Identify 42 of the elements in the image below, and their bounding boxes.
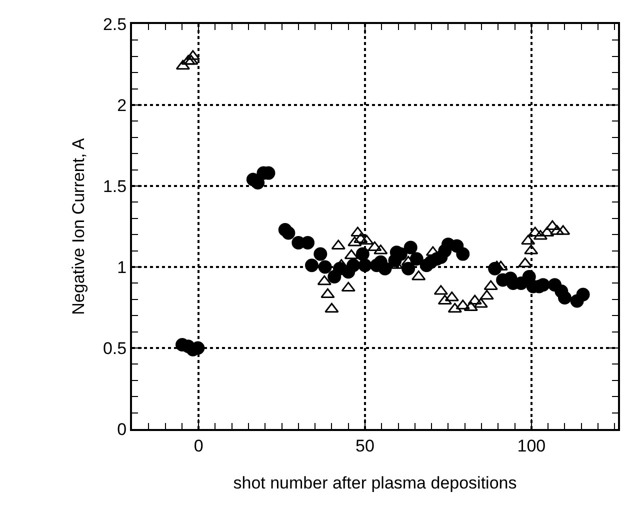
y-axis-title: Negative Ion Current, A: [69, 137, 88, 315]
y-tick-label: 2: [117, 96, 127, 115]
point: [480, 290, 494, 300]
point: [301, 236, 315, 250]
point: [348, 236, 362, 246]
point: [412, 270, 426, 280]
point: [521, 234, 536, 245]
point: [317, 275, 332, 286]
point: [576, 288, 590, 302]
point: [346, 258, 360, 272]
x-tick-label: 50: [356, 436, 374, 456]
point: [368, 241, 382, 252]
point: [282, 226, 296, 240]
y-tick-label: 0.5: [102, 338, 127, 358]
point: [305, 258, 318, 272]
point: [468, 294, 482, 305]
point: [378, 262, 392, 276]
point: [341, 282, 356, 292]
point: [456, 247, 470, 261]
point: [176, 60, 190, 70]
y-tick-label: 1.5: [102, 176, 127, 196]
point: [324, 302, 339, 313]
point: [522, 270, 536, 284]
point: [558, 291, 572, 305]
point: [320, 288, 335, 298]
point: [438, 294, 452, 305]
point: [314, 247, 328, 261]
x-axis-title: shot number after plasma depositions: [233, 473, 517, 492]
point: [344, 249, 358, 260]
y-tick-label: 0: [117, 420, 127, 439]
point: [448, 302, 462, 313]
x-tick-label: 100: [517, 436, 546, 456]
point: [404, 240, 418, 254]
point: [358, 258, 372, 272]
point: [533, 230, 548, 240]
point: [536, 278, 550, 292]
x-tick-label: 0: [194, 436, 204, 456]
point: [356, 247, 370, 261]
point: [318, 260, 332, 274]
y-tick-label: 2.5: [102, 14, 127, 34]
point: [360, 234, 374, 245]
y-tick-label: 1: [117, 258, 127, 277]
